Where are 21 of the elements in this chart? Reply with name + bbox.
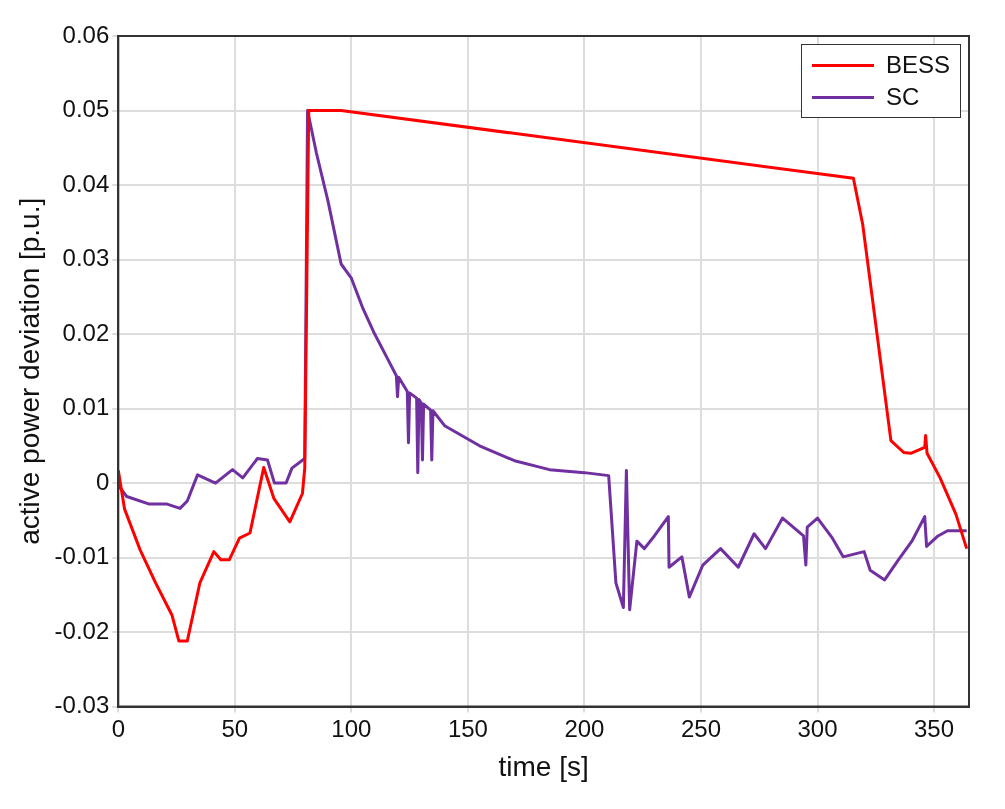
legend-label: BESS (886, 51, 951, 79)
x-tick-label: 200 (564, 714, 605, 742)
y-tick-label: 0.03 (62, 244, 110, 272)
y-tick-label: 0.04 (62, 169, 110, 197)
x-tick-label: 100 (331, 714, 372, 742)
x-tick-label: 150 (447, 714, 488, 742)
x-tick-label: 250 (680, 714, 721, 742)
y-tick-label: 0 (95, 467, 110, 495)
x-tick-label: 50 (221, 714, 249, 742)
y-axis-title: active power deviation [p.u.] (13, 197, 45, 545)
y-tick-label: 0.05 (62, 95, 110, 123)
y-tick-label: -0.02 (54, 616, 110, 644)
x-axis-title: time [s] (498, 750, 589, 782)
legend-label: SC (886, 83, 920, 111)
y-tick-label: 0.06 (62, 20, 110, 48)
y-tick-label: 0.02 (62, 318, 110, 346)
y-tick-label: -0.03 (54, 691, 110, 719)
x-tick-label: 300 (797, 714, 838, 742)
y-tick-label: -0.01 (54, 542, 110, 570)
x-tick-label: 350 (914, 714, 955, 742)
y-tick-label: 0.01 (62, 393, 110, 421)
